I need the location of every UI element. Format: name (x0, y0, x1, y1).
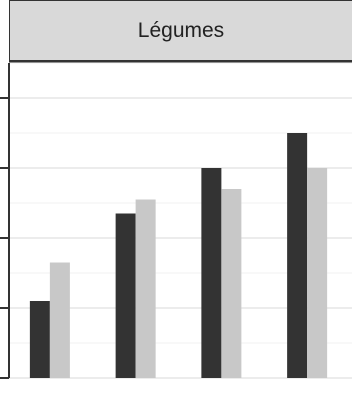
facet-header: Légumes (9, 0, 352, 60)
bar-s0-c2 (201, 168, 222, 378)
bar-s0-c0 (29, 301, 50, 378)
bar-s0-c1 (115, 213, 136, 378)
facet-title: Légumes (137, 18, 225, 42)
bar-s0-c3 (287, 133, 308, 378)
bar-s1-c0 (49, 262, 70, 378)
facet-header-rule (9, 60, 352, 63)
bar-s1-c3 (307, 168, 328, 378)
bar-s1-c1 (135, 199, 156, 378)
bar-s1-c2 (221, 189, 242, 378)
